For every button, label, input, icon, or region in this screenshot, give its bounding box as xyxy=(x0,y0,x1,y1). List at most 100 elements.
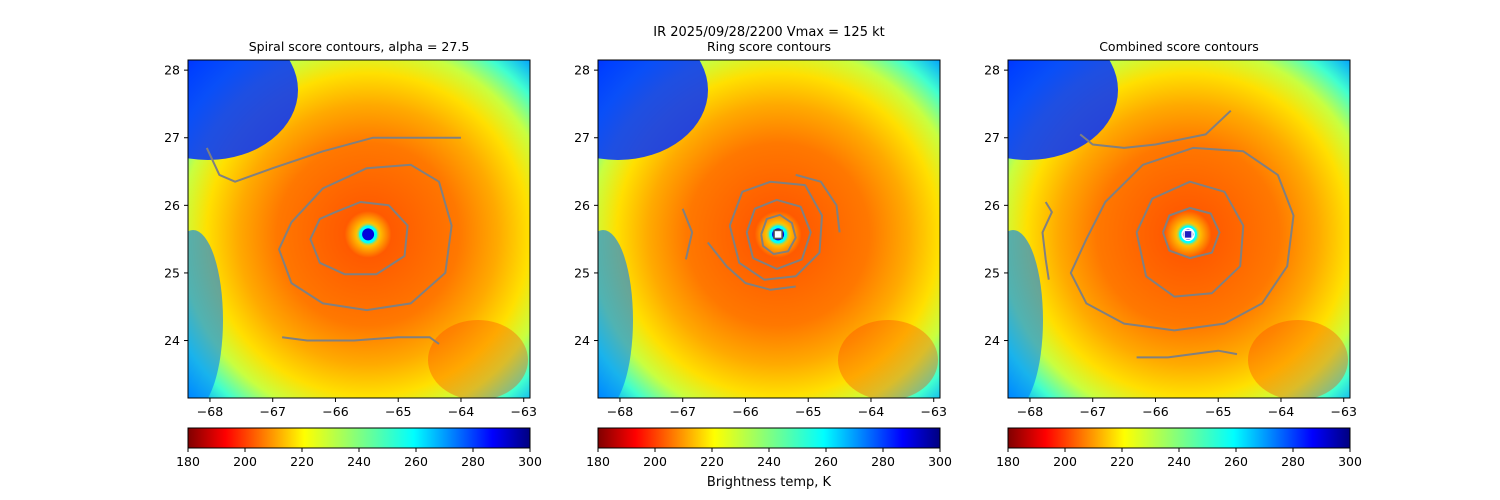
score-contour xyxy=(309,201,409,276)
x-tick-label: −66 xyxy=(1142,404,1168,419)
x-tick-label: −64 xyxy=(1268,404,1294,419)
x-tick-label: −65 xyxy=(385,404,411,419)
colorbar-tick-label: 280 xyxy=(871,454,895,469)
x-tick-label: −68 xyxy=(197,404,223,419)
x-tick-label: −63 xyxy=(511,404,537,419)
cold-cloud-region xyxy=(598,60,708,160)
x-tick-label: −67 xyxy=(670,404,696,419)
x-tick-label: −66 xyxy=(322,404,348,419)
x-tick-label: −64 xyxy=(858,404,884,419)
figure-suptitle: IR 2025/09/28/2200 Vmax = 125 kt xyxy=(653,25,884,40)
panel-1: Spiral score contours, alpha = 27.5 −68 −6… xyxy=(164,39,537,419)
y-tick-label: 24 xyxy=(574,333,590,348)
x-tick-label: −66 xyxy=(732,404,758,419)
warm-band xyxy=(838,320,938,398)
colorbar-tick-label: 280 xyxy=(461,454,485,469)
brightness-temp-image xyxy=(188,60,530,398)
colorbar-tick-label: 240 xyxy=(1167,454,1191,469)
warm-band xyxy=(428,320,528,398)
score-contour xyxy=(707,241,796,291)
x-tick-label: −67 xyxy=(1080,404,1106,419)
colorbar-tick-label: 200 xyxy=(233,454,257,469)
colorbar-tick-label: 300 xyxy=(518,454,542,469)
score-contour xyxy=(281,336,440,345)
warm-band xyxy=(1248,320,1348,398)
y-tick-label: 25 xyxy=(574,265,590,280)
score-contour xyxy=(681,208,694,260)
panel-title: Ring score contours xyxy=(707,39,831,54)
colorbar-tick-label: 240 xyxy=(347,454,371,469)
colorbar-tick-label: 220 xyxy=(1110,454,1134,469)
colorbar-tick-label: 220 xyxy=(290,454,314,469)
y-tick-label: 25 xyxy=(164,265,180,280)
cold-cloud-region xyxy=(1008,60,1118,160)
eye xyxy=(362,228,375,241)
colorbar-label: Brightness temp, K xyxy=(707,475,832,490)
colorbar-tick-label: 180 xyxy=(996,454,1020,469)
cold-cloud-region xyxy=(188,230,223,398)
colorbar-gradient xyxy=(187,427,531,449)
colorbar-tick-label: 180 xyxy=(586,454,610,469)
panels: Spiral score contours, alpha = 27.5 −68 −6… xyxy=(164,39,1357,419)
cold-cloud-region xyxy=(598,230,633,398)
colorbar-tick-label: 280 xyxy=(1281,454,1305,469)
y-tick-label: 25 xyxy=(984,265,1000,280)
colorbar-tick-label: 300 xyxy=(928,454,952,469)
colorbar-3: 180 200 220 240 260 280 300 xyxy=(996,427,1362,469)
x-tick-label: −64 xyxy=(448,404,474,419)
cold-cloud-region xyxy=(1008,230,1043,398)
score-contour xyxy=(745,198,812,270)
y-tick-label: 28 xyxy=(984,63,1000,78)
panel-3: Combined score contours −68 −67 −66 −65 −64 −6… xyxy=(984,39,1357,419)
score-contour xyxy=(1162,207,1221,260)
score-contour xyxy=(1079,109,1232,149)
colorbar-1: 180 200 220 240 260 280 300 xyxy=(176,427,542,469)
cold-cloud-region xyxy=(188,60,298,160)
y-tick-label: 27 xyxy=(164,130,180,145)
x-tick-label: −65 xyxy=(795,404,821,419)
score-contour xyxy=(1069,146,1295,332)
score-contour xyxy=(728,180,823,281)
x-tick-label: −63 xyxy=(921,404,947,419)
y-tick-label: 24 xyxy=(164,333,180,348)
y-tick-label: 26 xyxy=(574,198,590,213)
colorbar-tick-label: 260 xyxy=(404,454,428,469)
score-contour xyxy=(1135,180,1245,298)
colorbar-tick-label: 220 xyxy=(700,454,724,469)
colorbar-2: 180 200 220 240 260 280 300 xyxy=(586,427,952,469)
axes-frame xyxy=(597,59,941,399)
x-tick-label: −68 xyxy=(1017,404,1043,419)
x-tick-label: −63 xyxy=(1331,404,1357,419)
x-tick-label: −68 xyxy=(607,404,633,419)
colorbars: 180 200 220 240 260 280 300 180 200 220 240 260 280 3… xyxy=(176,427,1362,469)
y-tick-label: 27 xyxy=(984,130,1000,145)
brightness-temp-image xyxy=(1008,60,1350,398)
score-contour xyxy=(205,136,461,183)
colorbar-tick-label: 200 xyxy=(1053,454,1077,469)
y-tick-label: 24 xyxy=(984,333,1000,348)
y-tick-label: 27 xyxy=(574,130,590,145)
x-tick-label: −67 xyxy=(260,404,286,419)
colorbar-gradient xyxy=(1007,427,1351,449)
center-marker-square xyxy=(1183,229,1193,240)
colorbar-tick-label: 200 xyxy=(643,454,667,469)
y-tick-label: 26 xyxy=(164,198,180,213)
y-tick-label: 28 xyxy=(574,63,590,78)
colorbar-tick-label: 240 xyxy=(757,454,781,469)
center-marker-square xyxy=(773,229,783,240)
colorbar-tick-label: 260 xyxy=(1224,454,1248,469)
score-contour xyxy=(1136,349,1238,359)
x-tick-label: −65 xyxy=(1205,404,1231,419)
axes-frame xyxy=(1007,59,1351,399)
score-contour xyxy=(795,173,841,233)
brightness-temp-image xyxy=(598,60,940,398)
axes-frame xyxy=(187,59,531,399)
panel-title: Combined score contours xyxy=(1099,39,1259,54)
colorbar-tick-label: 300 xyxy=(1338,454,1362,469)
colorbar-tick-label: 260 xyxy=(814,454,838,469)
score-contour xyxy=(1041,201,1053,280)
score-contour xyxy=(278,163,453,312)
score-contour xyxy=(760,213,797,255)
colorbar-gradient xyxy=(597,427,941,449)
